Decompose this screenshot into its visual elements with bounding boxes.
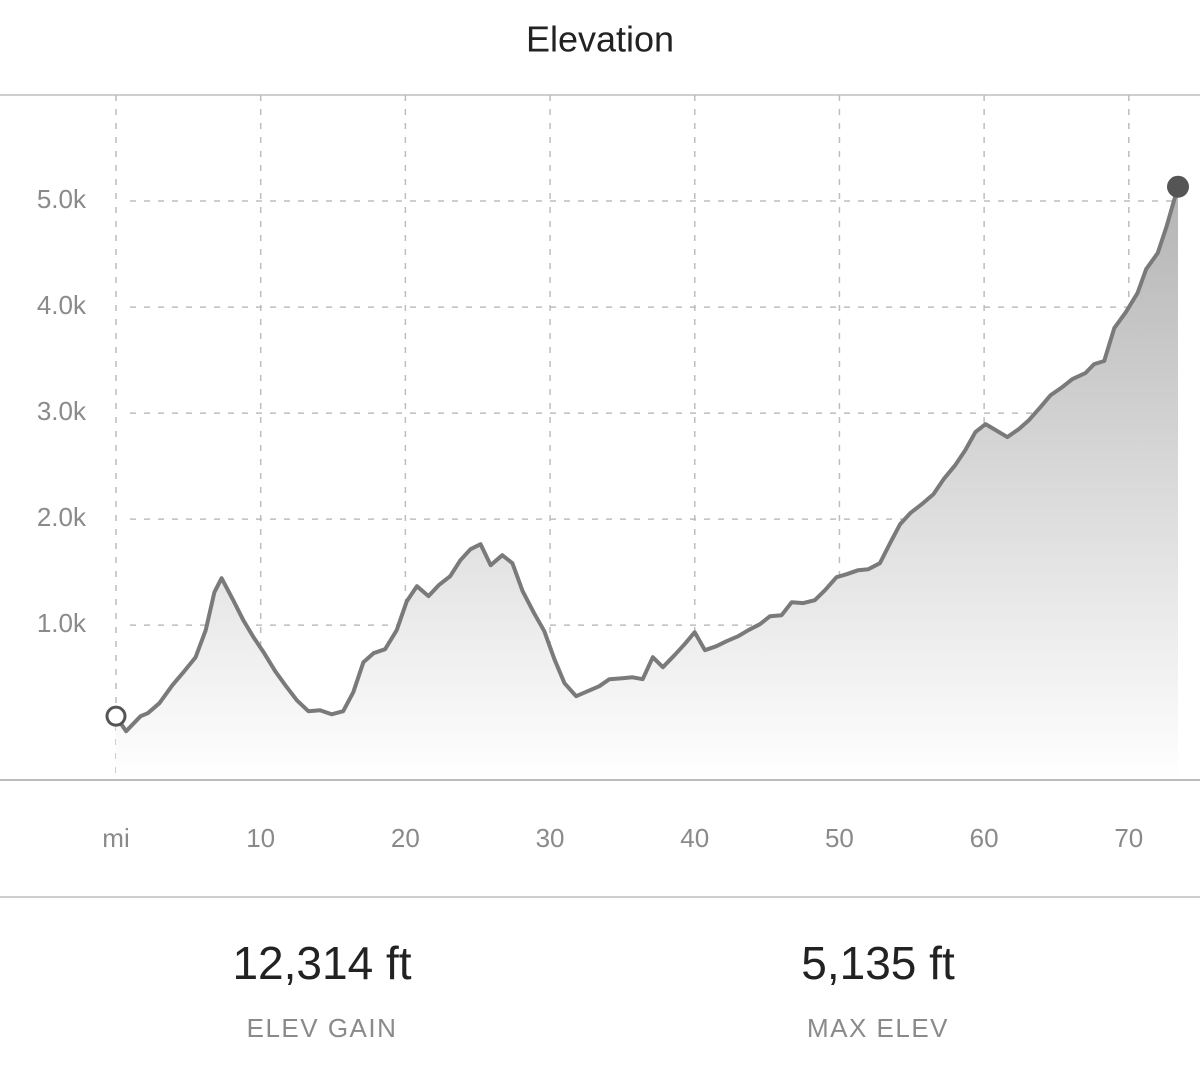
y-tick-label: 4.0k xyxy=(37,290,87,320)
plot xyxy=(105,175,1189,780)
chart-title: Elevation xyxy=(526,19,674,60)
x-tick-label: 20 xyxy=(391,823,420,853)
y-tick-label: 2.0k xyxy=(37,502,87,532)
stat-label: MAX ELEV xyxy=(807,1013,949,1043)
end-marker xyxy=(1167,175,1189,198)
y-tick-label: 3.0k xyxy=(37,396,87,426)
stat-value: 5,135 ft xyxy=(801,937,955,989)
stat-label: ELEV GAIN xyxy=(247,1013,398,1043)
start-marker xyxy=(105,705,127,727)
stat-value: 12,314 ft xyxy=(232,937,411,989)
elevation-line xyxy=(114,186,1180,734)
x-tick-label: 10 xyxy=(246,823,275,853)
area xyxy=(116,186,1178,780)
x-tick-label: 40 xyxy=(680,823,709,853)
x-tick-label: mi xyxy=(102,823,129,853)
y-tick-label: 5.0k xyxy=(37,184,87,214)
x-tick-label: 60 xyxy=(970,823,999,853)
labels: 1.0k 2.0k 3.0k 4.0k 5.0k mi 10 20 30 40 50 60 70 xyxy=(37,184,1143,853)
x-tick-label: 70 xyxy=(1114,823,1143,853)
x-tick-label: 30 xyxy=(536,823,565,853)
x-tick-label: 50 xyxy=(825,823,854,853)
y-tick-label: 1.0k xyxy=(37,608,87,638)
